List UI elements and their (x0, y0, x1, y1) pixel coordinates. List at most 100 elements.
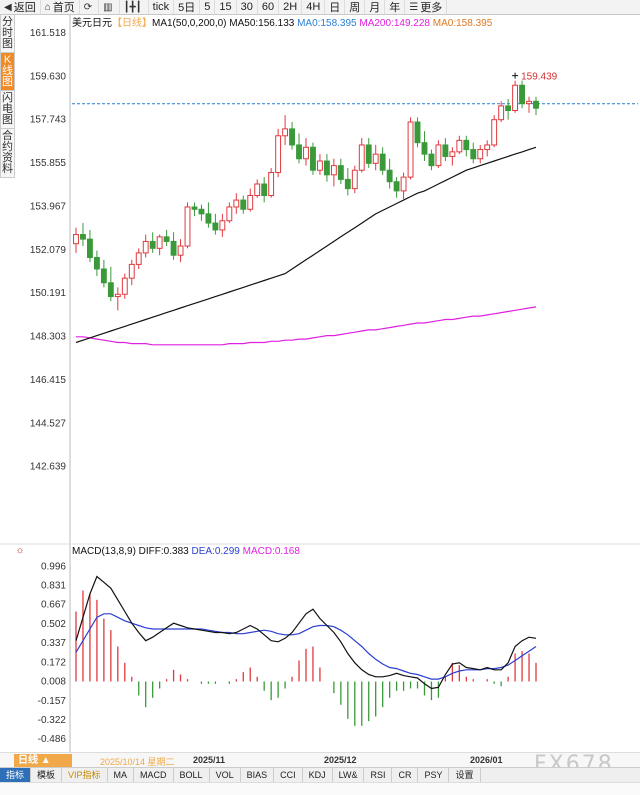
candle (296, 133, 302, 164)
side-tab-contract[interactable]: 合约资料 (0, 129, 15, 178)
period-4h[interactable]: 4H (302, 0, 326, 14)
candle (114, 287, 121, 311)
header-ma0b: MA0:158.395 (430, 18, 493, 29)
candle (87, 229, 93, 263)
cursor-date: 2025/10/14 星期二 (100, 757, 175, 767)
candle-body (184, 206, 191, 247)
tab-settings[interactable]: 设置 (449, 768, 481, 782)
candle (505, 99, 512, 120)
period-30m[interactable]: 30 (237, 0, 258, 14)
refresh-button[interactable]: ⟳ (80, 0, 100, 14)
month-label-dec: 2025/12 (324, 755, 357, 765)
tab-indicator[interactable]: 指标 (0, 768, 32, 782)
candle (198, 204, 205, 221)
period-60m[interactable]: 60 (258, 0, 280, 14)
period-week[interactable]: 周 (345, 0, 366, 14)
candle (80, 223, 86, 247)
tab-bias[interactable]: BIAS (241, 768, 275, 782)
candle-body (226, 206, 233, 222)
candle-body (358, 144, 365, 171)
period-2h[interactable]: 2H (279, 0, 303, 14)
tab-cci[interactable]: CCI (274, 768, 303, 782)
candle-body (344, 178, 351, 190)
home-button[interactable]: ⌂ 首页 (41, 0, 80, 14)
candle (421, 131, 428, 162)
header-ma_params: MA1(50,0,200,0) (152, 18, 227, 29)
period-15m[interactable]: 15 (215, 0, 237, 14)
side-tab-flash[interactable]: 闪电图 (0, 91, 15, 129)
candle (323, 154, 330, 182)
candle (435, 140, 442, 168)
candle-type-button[interactable]: ┃╋┃ (120, 0, 149, 14)
candle-body (512, 84, 519, 112)
kline-type-selector[interactable]: 日线 ▲ (14, 754, 72, 767)
candle (456, 135, 463, 155)
tick-button[interactable]: tick (149, 0, 175, 14)
tab-macd[interactable]: MACD (134, 768, 174, 782)
candle-body (289, 128, 296, 146)
more-button[interactable]: ☰ 更多 (405, 0, 448, 14)
macd-header-macd: MACD:0.168 (240, 546, 300, 557)
macd-header-dea: DEA:0.299 (189, 546, 241, 557)
period-5m[interactable]: 5 (200, 0, 216, 14)
price-axis-label: 148.303 (30, 332, 67, 343)
period-day[interactable]: 日 (325, 0, 346, 14)
candle (107, 266, 114, 302)
macd-axis-label: 0.996 (41, 561, 66, 572)
home-icon: ⌂ (44, 1, 51, 13)
back-button[interactable]: ◀ 返回 (0, 0, 41, 14)
tab-lw[interactable]: LW& (333, 768, 365, 782)
tab-vol[interactable]: VOL (210, 768, 241, 782)
home-label: 首页 (52, 2, 75, 14)
month-label-nov: 2025/11 (193, 755, 226, 765)
price-axis-label: 146.415 (30, 375, 67, 386)
tab-cr[interactable]: CR (392, 768, 419, 782)
macd-axis-label: 0.337 (41, 638, 66, 649)
candle (93, 250, 100, 276)
macd-header-label: MACD(13,8,9) (72, 546, 136, 557)
side-tab-kline[interactable]: K线图 (0, 53, 15, 91)
period-year[interactable]: 年 (385, 0, 406, 14)
side-tab-timeshare[interactable]: 分时图 (0, 15, 15, 53)
candle (414, 117, 421, 148)
candle-body (449, 151, 456, 157)
tab-psy[interactable]: PSY (418, 768, 450, 782)
tab-ma[interactable]: MA (108, 768, 135, 782)
macd-settings-icon: ☼ (15, 545, 24, 556)
back-arrow-icon: ◀ (4, 1, 12, 13)
tab-template[interactable]: 模板 (31, 768, 63, 782)
candle-body (254, 183, 261, 196)
tab-boll[interactable]: BOLL (174, 768, 210, 782)
candle-body (135, 252, 142, 265)
candle (240, 195, 247, 214)
candle-body (268, 172, 275, 196)
diff-line (75, 575, 537, 690)
period-month[interactable]: 月 (365, 0, 386, 14)
candle-body (470, 149, 477, 160)
candle-body (414, 121, 421, 144)
period-5d[interactable]: 5日 (174, 0, 201, 14)
candle (337, 158, 344, 185)
chart-area[interactable]: 161.518 159.630 157.743 155.855 153.967 152.0… (0, 15, 640, 752)
tab-rsi[interactable]: RSI (364, 768, 393, 782)
candle (512, 80, 519, 113)
candle (282, 115, 289, 145)
candle (317, 154, 323, 175)
candle-body (456, 139, 463, 153)
tab-vip-indicator[interactable]: VIP指标 (62, 768, 108, 782)
price-axis-label: 153.967 (30, 201, 67, 212)
candle-body (107, 282, 114, 298)
candle (407, 117, 414, 180)
footer-strip (0, 782, 640, 795)
tab-kdj[interactable]: KDJ (303, 768, 333, 782)
header-ma200: MA200:149.228 (357, 18, 431, 29)
candle-body (170, 240, 177, 256)
chart-type-button[interactable]: ▥ (99, 0, 120, 14)
candle (142, 234, 149, 258)
candle-body (372, 153, 379, 164)
candle-body (240, 199, 247, 210)
candle-body (303, 146, 309, 160)
candle-body (533, 100, 539, 109)
tick-label: tick (152, 1, 170, 13)
candle-body (310, 146, 316, 171)
